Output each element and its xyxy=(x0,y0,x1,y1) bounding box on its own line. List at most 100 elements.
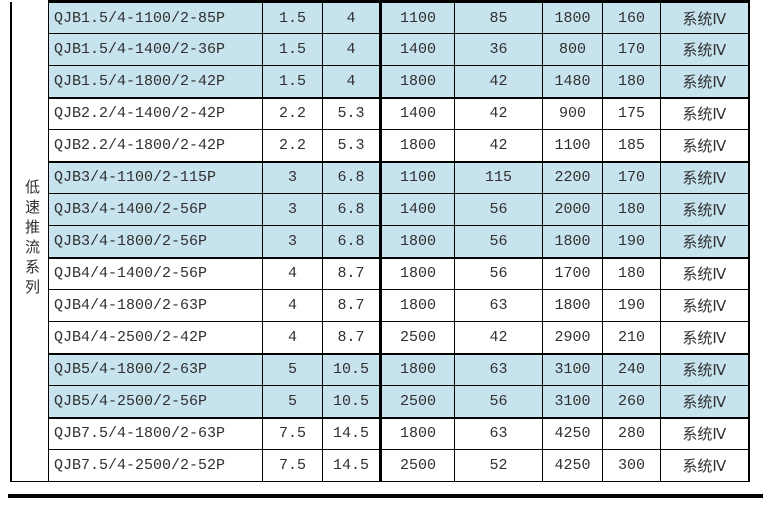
weight-cell: 180 xyxy=(602,257,661,290)
diameter-cell: 1800 xyxy=(380,353,455,386)
system-cell: 系统Ⅳ xyxy=(660,417,750,450)
power-cell: 1.5 xyxy=(262,65,323,99)
current-cell: 10.5 xyxy=(322,385,382,419)
flow-cell: 1800 xyxy=(542,0,603,34)
power-cell: 4 xyxy=(262,257,323,290)
weight-cell: 190 xyxy=(602,289,661,322)
speed-cell: 52 xyxy=(454,449,543,482)
model-cell: QJB7.5/4-2500/2-52P xyxy=(48,449,263,482)
speed-cell: 36 xyxy=(454,33,543,66)
speed-cell: 56 xyxy=(454,193,543,226)
current-cell: 8.7 xyxy=(322,321,382,355)
diameter-cell: 1800 xyxy=(380,129,455,163)
current-cell: 8.7 xyxy=(322,257,382,290)
power-cell: 1.5 xyxy=(262,0,323,34)
system-cell: 系统Ⅳ xyxy=(660,161,750,194)
table-row: QJB3/4-1100/2-115P 3 6.8 1100 115 2200 170 系统Ⅳ xyxy=(11,161,750,194)
weight-cell: 190 xyxy=(602,225,661,259)
table-row: QJB2.2/4-1400/2-42P 2.2 5.3 1400 42 900 175 系统Ⅳ xyxy=(11,97,750,130)
diameter-cell: 2500 xyxy=(380,449,455,482)
diameter-cell: 1400 xyxy=(380,193,455,226)
system-cell: 系统Ⅳ xyxy=(660,225,750,259)
model-cell: QJB1.5/4-1100/2-85P xyxy=(48,0,263,34)
power-cell: 3 xyxy=(262,225,323,259)
diameter-cell: 1800 xyxy=(380,289,455,322)
table-row: QJB5/4-1800/2-63P 5 10.5 1800 63 3100 240 系统Ⅳ xyxy=(11,353,750,386)
table-row: QJB3/4-1800/2-56P 3 6.8 1800 56 1800 190 系统Ⅳ xyxy=(11,225,750,259)
system-cell: 系统Ⅳ xyxy=(660,33,750,66)
weight-cell: 175 xyxy=(602,97,661,130)
weight-cell: 185 xyxy=(602,129,661,163)
weight-cell: 180 xyxy=(602,193,661,226)
current-cell: 4 xyxy=(322,0,382,34)
power-cell: 2.2 xyxy=(262,129,323,163)
system-cell: 系统Ⅳ xyxy=(660,193,750,226)
table-row: QJB5/4-2500/2-56P 5 10.5 2500 56 3100 260 系统Ⅳ xyxy=(11,385,750,419)
speed-cell: 56 xyxy=(454,385,543,419)
model-cell: QJB4/4-1400/2-56P xyxy=(48,257,263,290)
power-cell: 4 xyxy=(262,321,323,355)
model-cell: QJB5/4-1800/2-63P xyxy=(48,353,263,386)
flow-cell: 1800 xyxy=(542,225,603,259)
diameter-cell: 1400 xyxy=(380,33,455,66)
power-cell: 5 xyxy=(262,385,323,419)
current-cell: 6.8 xyxy=(322,161,382,194)
weight-cell: 170 xyxy=(602,161,661,194)
diameter-cell: 1800 xyxy=(380,257,455,290)
speed-cell: 42 xyxy=(454,129,543,163)
series-label-cell: 低速推流系列 xyxy=(10,1,49,482)
weight-cell: 160 xyxy=(602,0,661,34)
power-cell: 1.5 xyxy=(262,33,323,66)
system-cell: 系统Ⅳ xyxy=(660,257,750,290)
power-cell: 7.5 xyxy=(262,449,323,482)
system-cell: 系统Ⅳ xyxy=(660,129,750,163)
diameter-cell: 1800 xyxy=(380,225,455,259)
diameter-cell: 1800 xyxy=(380,417,455,450)
model-cell: QJB2.2/4-1800/2-42P xyxy=(48,129,263,163)
flow-cell: 2900 xyxy=(542,321,603,355)
weight-cell: 210 xyxy=(602,321,661,355)
weight-cell: 260 xyxy=(602,385,661,419)
table-row: QJB3/4-1400/2-56P 3 6.8 1400 56 2000 180 系统Ⅳ xyxy=(11,193,750,226)
flow-cell: 2000 xyxy=(542,193,603,226)
system-cell: 系统Ⅳ xyxy=(660,289,750,322)
pump-spec-table: 低速推流系列 QJB1.5/4-1100/2-85P 1.5 4 1100 85 1800 1… xyxy=(10,0,750,482)
flow-cell: 900 xyxy=(542,97,603,130)
current-cell: 14.5 xyxy=(322,449,382,482)
model-cell: QJB5/4-2500/2-56P xyxy=(48,385,263,419)
speed-cell: 63 xyxy=(454,289,543,322)
current-cell: 6.8 xyxy=(322,225,382,259)
diameter-cell: 2500 xyxy=(380,321,455,355)
system-cell: 系统Ⅳ xyxy=(660,385,750,419)
current-cell: 14.5 xyxy=(322,417,382,450)
model-cell: QJB3/4-1100/2-115P xyxy=(48,161,263,194)
power-cell: 3 xyxy=(262,193,323,226)
model-cell: QJB1.5/4-1800/2-42P xyxy=(48,65,263,99)
diameter-cell: 1100 xyxy=(380,161,455,194)
table-row: QJB2.2/4-1800/2-42P 2.2 5.3 1800 42 1100 185 系统… xyxy=(11,129,750,163)
series-label: 低速推流系列 xyxy=(22,178,39,299)
speed-cell: 85 xyxy=(454,0,543,34)
model-cell: QJB3/4-1800/2-56P xyxy=(48,225,263,259)
flow-cell: 1100 xyxy=(542,129,603,163)
speed-cell: 56 xyxy=(454,257,543,290)
power-cell: 5 xyxy=(262,353,323,386)
speed-cell: 42 xyxy=(454,97,543,130)
speed-cell: 63 xyxy=(454,417,543,450)
flow-cell: 4250 xyxy=(542,417,603,450)
speed-cell: 42 xyxy=(454,65,543,99)
table-row: QJB7.5/4-1800/2-63P 7.5 14.5 1800 63 4250 280 系… xyxy=(11,417,750,450)
power-cell: 3 xyxy=(262,161,323,194)
current-cell: 5.3 xyxy=(322,97,382,130)
flow-cell: 2200 xyxy=(542,161,603,194)
speed-cell: 42 xyxy=(454,321,543,355)
power-cell: 7.5 xyxy=(262,417,323,450)
weight-cell: 280 xyxy=(602,417,661,450)
diameter-cell: 1100 xyxy=(380,0,455,34)
model-cell: QJB1.5/4-1400/2-36P xyxy=(48,33,263,66)
flow-cell: 800 xyxy=(542,33,603,66)
model-cell: QJB4/4-2500/2-42P xyxy=(48,321,263,355)
table-row: QJB4/4-2500/2-42P 4 8.7 2500 42 2900 210 系统Ⅳ xyxy=(11,321,750,355)
system-cell: 系统Ⅳ xyxy=(660,449,750,482)
